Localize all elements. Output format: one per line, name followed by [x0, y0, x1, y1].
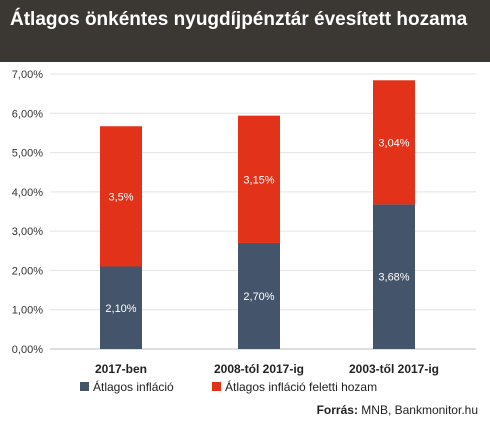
y-tick-label: 2,00%	[12, 265, 43, 277]
x-tick-label: 2003-től 2017-ig	[349, 362, 439, 376]
legend-label: Átlagos infláció feletti hozam	[225, 379, 377, 394]
x-tick-label: 2017-ben	[95, 362, 147, 376]
data-label: 2,70%	[243, 291, 274, 303]
y-tick-label: 6,00%	[12, 108, 43, 120]
legend-swatch	[80, 382, 89, 391]
y-tick-label: 5,00%	[12, 148, 43, 160]
y-tick-label: 7,00%	[12, 69, 43, 81]
bar-segment	[238, 115, 280, 243]
y-tick-label: 0,00%	[12, 344, 43, 356]
source-note: Forrás: MNB, Bankmonitor.hu	[317, 403, 478, 417]
bar-segment	[100, 126, 142, 267]
data-label: 3,68%	[378, 272, 409, 284]
source-text: MNB, Bankmonitor.hu	[361, 403, 478, 417]
y-tick-label: 4,00%	[12, 187, 43, 199]
data-label: 3,5%	[108, 191, 133, 203]
bar-segment	[100, 266, 142, 349]
y-tick-label: 3,00%	[12, 226, 43, 238]
legend-swatch	[212, 382, 221, 391]
bar-segment	[238, 242, 280, 349]
source-label: Forrás:	[316, 403, 358, 417]
bar-segment	[373, 204, 415, 349]
data-label: 2,10%	[105, 303, 136, 315]
chart-title: Átlagos önkéntes nyugdíjpénztár évesítet…	[10, 9, 468, 30]
x-tick-label: 2008-tól 2017-ig	[214, 362, 304, 376]
data-label: 3,04%	[378, 137, 409, 149]
y-tick-label: 1,00%	[12, 305, 43, 317]
legend-label: Átlagos infláció	[93, 379, 174, 394]
data-label: 3,15%	[243, 174, 274, 186]
title-bar: Átlagos önkéntes nyugdíjpénztár évesítet…	[0, 0, 490, 62]
bar-segment	[373, 80, 415, 205]
